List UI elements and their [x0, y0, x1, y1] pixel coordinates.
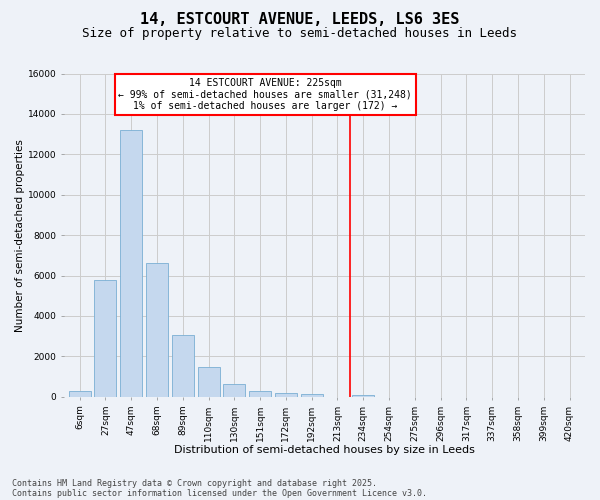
Y-axis label: Number of semi-detached properties: Number of semi-detached properties	[15, 138, 25, 332]
X-axis label: Distribution of semi-detached houses by size in Leeds: Distribution of semi-detached houses by …	[174, 445, 475, 455]
Text: Contains public sector information licensed under the Open Government Licence v3: Contains public sector information licen…	[12, 488, 427, 498]
Bar	[275, 394, 297, 397]
Text: Size of property relative to semi-detached houses in Leeds: Size of property relative to semi-detach…	[83, 28, 517, 40]
Bar	[249, 391, 271, 397]
Bar	[94, 280, 116, 397]
Bar	[172, 335, 194, 397]
Bar	[68, 391, 91, 397]
Bar	[120, 130, 142, 397]
Text: 14, ESTCOURT AVENUE, LEEDS, LS6 3ES: 14, ESTCOURT AVENUE, LEEDS, LS6 3ES	[140, 12, 460, 28]
Text: Contains HM Land Registry data © Crown copyright and database right 2025.: Contains HM Land Registry data © Crown c…	[12, 478, 377, 488]
Bar	[352, 396, 374, 397]
Bar	[146, 264, 168, 397]
Bar	[197, 366, 220, 397]
Text: 14 ESTCOURT AVENUE: 225sqm
← 99% of semi-detached houses are smaller (31,248)
1%: 14 ESTCOURT AVENUE: 225sqm ← 99% of semi…	[118, 78, 412, 110]
Bar	[301, 394, 323, 397]
Bar	[223, 384, 245, 397]
